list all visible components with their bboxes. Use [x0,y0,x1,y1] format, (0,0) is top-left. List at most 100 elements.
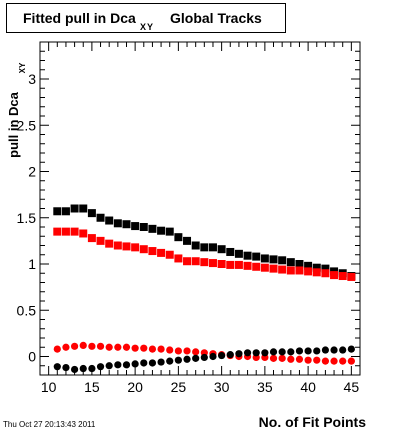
series-1-square-point [226,260,235,269]
series-2-circle-point [140,344,148,352]
series-1-square-point [148,247,157,256]
series-1-square-point [295,266,304,275]
series-3-circle-point [122,361,131,369]
series-0-square-point [295,260,304,268]
y-tick-label: 1 [28,256,36,272]
series-2-circle-point [183,347,191,355]
series-0-square-point [243,251,252,260]
series-0-square-point [70,204,79,213]
y-tick-label: 2 [28,164,36,180]
series-3-circle-point [166,357,174,365]
series-3-circle-point [174,356,182,364]
series-3-circle-point [226,351,234,359]
series-2-circle-point [166,346,174,354]
series-3-circle-point [157,358,165,366]
series-0-square-point [226,247,235,256]
x-tick-label: 45 [344,379,360,395]
series-0-square-point [131,222,140,231]
series-1-square-point [105,239,114,248]
series-3-circle-point [96,363,105,371]
series-1-square-point [70,227,79,236]
series-0-square-point [278,256,287,265]
series-0-square-point [61,207,70,216]
series-1-square-point [304,267,313,276]
series-1-square-point [79,229,88,238]
series-2-circle-point [174,347,182,355]
series-3-circle-point [243,349,252,357]
series-3-circle-point [192,354,200,362]
series-2-circle-point [313,356,321,364]
x-tick-label: 15 [84,379,100,395]
series-0-square-point [165,227,174,236]
series-1-square-point [157,248,166,257]
series-2-circle-point [114,343,122,351]
series-1-square-point [252,262,261,271]
series-2-circle-point [347,357,355,365]
series-0-square-point [217,245,226,254]
series-2-circle-point [192,348,200,356]
series-3-circle-point [321,346,330,354]
series-0-square-point [139,223,148,231]
series-3-circle-point [347,345,355,353]
series-0-square-point [321,264,330,273]
series-2-circle-point [321,357,330,365]
x-tick-label: 35 [257,379,273,395]
series-1-square-point [139,245,148,254]
y-tick-label: 1.5 [17,210,37,226]
series-0-square-point [312,263,321,272]
series-2-circle-point [330,357,338,365]
series-0-square-point [53,207,62,216]
series-1-square-point [217,260,226,268]
series-0-square-point [304,261,313,270]
series-1-square-point [183,257,192,266]
series-1-square-point [191,257,200,266]
series-1-square-point [278,265,287,274]
series-1-square-point [61,227,70,236]
series-1-square-point [312,268,321,277]
series-2-circle-point [278,354,286,362]
plot-frame [39,41,361,376]
series-1-square-point [174,254,183,263]
timestamp: Thu Oct 27 20:13:43 2011 [3,420,96,429]
series-0-square-point [122,220,131,229]
series-1-square-point [200,258,209,267]
series-3-circle-point [140,359,148,367]
chart-title: Fitted pull in Dca [23,10,136,26]
series-2-circle-point [131,344,139,352]
series-0-square-point [87,209,96,218]
series-2-circle-point [269,354,278,362]
series-1-square-point [53,227,62,236]
series-1-square-point [330,271,339,280]
series-3-circle-point [313,347,321,355]
series-2-circle-point [53,345,61,353]
series-0-square-point [113,219,122,228]
series-1-square-point [260,263,269,272]
x-tick-label: 40 [300,379,316,395]
series-3-circle-point [269,348,278,356]
series-2-circle-point [105,343,113,351]
series-3-circle-point [287,348,295,356]
series-2-circle-point [295,355,304,363]
series-3-circle-point [295,347,304,355]
x-tick-label: 30 [214,379,230,395]
x-axis-label: No. of Fit Points [259,414,367,430]
series-1-square-point [131,243,140,252]
y-tick-label: 0.5 [17,302,37,318]
series-2-circle-point [88,342,96,350]
series-0-square-point [234,249,243,258]
series-2-circle-point [148,345,157,353]
series-1-square-point [87,234,96,243]
series-1-square-point [243,261,252,270]
series-1-square-point [286,266,295,275]
series-3-circle-point [209,352,217,361]
series-1-square-point [321,269,330,278]
series-3-circle-point [148,359,157,367]
series-0-square-point [191,241,200,250]
series-0-square-point [148,224,157,233]
chart-title-tail: Global Tracks [170,10,262,26]
series-2-circle-point [96,342,105,350]
series-1-square-point [269,264,278,273]
series-1-square-point [122,242,131,251]
series-0-square-point [208,243,217,252]
series-3-circle-point [131,360,139,368]
